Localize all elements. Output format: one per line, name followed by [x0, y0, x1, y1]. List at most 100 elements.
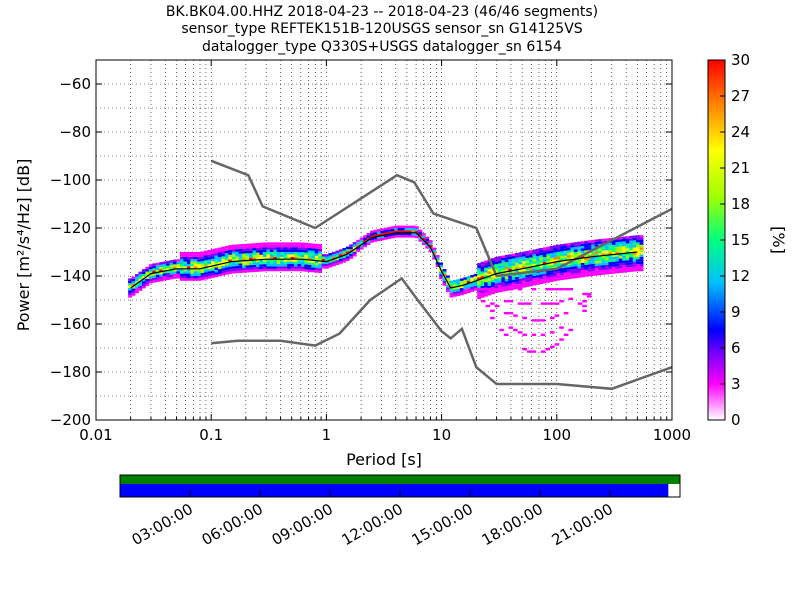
heatmap-cell	[463, 291, 468, 295]
y-tick-label: −80	[59, 123, 91, 141]
heatmap-cell	[193, 273, 198, 276]
heatmap-cell	[594, 268, 599, 271]
heatmap-cell	[266, 268, 271, 272]
heatmap-cell	[128, 288, 132, 291]
heatmap-cell	[297, 264, 302, 267]
heatmap-cell	[625, 250, 630, 254]
heatmap-cell	[173, 259, 177, 262]
heatmap-cell	[615, 263, 620, 267]
heatmap-cell	[536, 319, 541, 322]
heatmap-cell	[515, 255, 520, 258]
heatmap-cell	[459, 288, 464, 291]
heatmap-cell	[294, 252, 298, 255]
heatmap-cell	[605, 257, 609, 260]
heatmap-cell	[477, 282, 482, 285]
heatmap-cell	[356, 249, 361, 252]
heatmap-cell	[636, 268, 641, 272]
heatmap-cell	[249, 269, 253, 273]
heatmap-cell	[193, 271, 198, 274]
heatmap-cell	[373, 236, 378, 240]
heatmap-cell	[287, 261, 291, 264]
heatmap-cell	[515, 262, 520, 265]
heatmap-cell	[217, 252, 222, 255]
heatmap-cell	[342, 260, 347, 263]
heatmap-cell	[608, 266, 613, 270]
heatmap-cell	[235, 261, 240, 264]
heatmap-cell	[546, 246, 551, 250]
heatmap-cell	[497, 261, 502, 264]
heatmap-cell	[508, 271, 513, 274]
heatmap-cell	[217, 273, 222, 277]
heatmap-cell	[577, 272, 582, 276]
heatmap-cell	[204, 265, 209, 268]
heatmap-cell	[615, 246, 620, 250]
heatmap-cell	[484, 277, 488, 280]
heatmap-cell	[508, 283, 513, 286]
heatmap-cell	[176, 268, 181, 272]
heatmap-cell	[501, 284, 506, 287]
heatmap-cell	[363, 235, 367, 238]
heatmap-cell	[525, 274, 530, 278]
heatmap-cell	[266, 266, 271, 269]
heatmap-cell	[560, 256, 564, 259]
heatmap-cell	[594, 261, 599, 264]
heatmap-cell	[618, 244, 623, 247]
heatmap-cell	[625, 243, 630, 246]
heatmap-cell	[490, 284, 495, 287]
heatmap-cell	[494, 304, 500, 308]
heatmap-cell	[598, 251, 602, 254]
heatmap-cell	[228, 264, 233, 267]
heatmap-cell	[463, 277, 468, 280]
heatmap-cell	[532, 249, 537, 252]
heatmap-cell	[570, 249, 575, 253]
heatmap-cell	[601, 238, 606, 242]
heatmap-cell	[179, 266, 184, 269]
heatmap-cell	[255, 259, 260, 263]
heatmap-cell	[546, 277, 551, 281]
heatmap-cell	[325, 256, 329, 260]
heatmap-cell	[321, 266, 326, 269]
heatmap-cell	[207, 264, 212, 267]
heatmap-cell	[473, 276, 478, 279]
heatmap-cell	[294, 256, 298, 260]
heatmap-cell	[228, 252, 233, 255]
heatmap-cell	[625, 269, 630, 273]
heatmap-cell	[511, 287, 516, 290]
heatmap-cell	[287, 266, 291, 269]
heatmap-cell	[518, 254, 523, 258]
heatmap-cell	[304, 254, 309, 258]
heatmap-cell	[231, 249, 236, 252]
heatmap-cell	[598, 253, 602, 256]
heatmap-cell	[425, 243, 430, 247]
heatmap-cell	[532, 268, 537, 272]
heatmap-cell	[636, 252, 641, 255]
heatmap-cell	[204, 269, 209, 273]
heatmap-cell	[629, 269, 634, 272]
heatmap-cell	[608, 250, 613, 253]
heatmap-cell	[376, 229, 381, 232]
heatmap-cell	[349, 253, 354, 257]
colorbar-label: [%]	[769, 226, 788, 254]
heatmap-cell	[601, 250, 606, 254]
heatmap-cell	[190, 259, 195, 262]
heatmap-cell	[456, 293, 461, 297]
heatmap-cell	[591, 254, 596, 257]
heatmap-cell	[535, 282, 540, 285]
heatmap-cell	[283, 268, 288, 272]
heatmap-cell	[577, 241, 582, 245]
heatmap-cell	[373, 239, 378, 242]
heatmap-cell	[224, 257, 229, 261]
heatmap-cell	[325, 263, 329, 267]
heatmap-cell	[128, 292, 132, 296]
heatmap-cell	[269, 256, 274, 260]
heatmap-cell	[632, 269, 637, 272]
heatmap-cell	[625, 236, 630, 239]
heatmap-cell	[328, 262, 333, 266]
heatmap-cell	[176, 273, 181, 276]
heatmap-cell	[290, 249, 295, 252]
heatmap-cell	[235, 244, 240, 247]
heatmap-cell	[231, 256, 236, 260]
heatmap-cell	[269, 259, 274, 262]
heatmap-cell	[287, 244, 291, 248]
